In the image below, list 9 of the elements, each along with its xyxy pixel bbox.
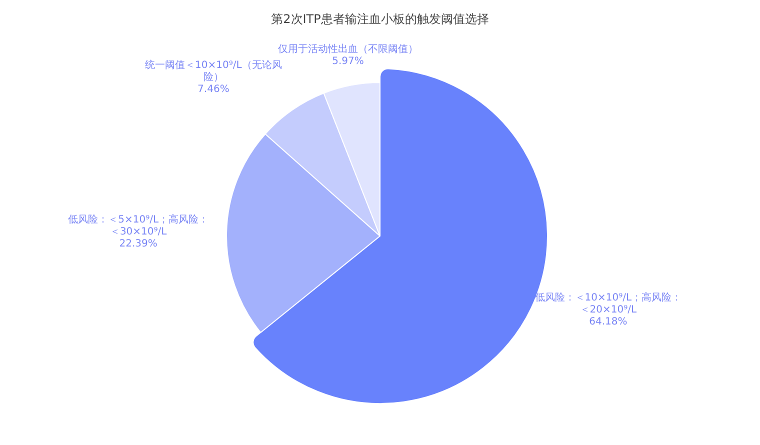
slice-label: 低风险：＜10×10⁹/L；高风险：＜20×10⁹/L (534, 291, 682, 316)
slice-label: 低风险：＜5×10⁹/L；高风险：＜30×10⁹/L (68, 214, 209, 238)
data-label: 64.18% (589, 316, 628, 328)
data-label: 5.97% (332, 56, 364, 68)
slice-label: 统一阈值＜10×10⁹/L（无论风险） (145, 58, 282, 83)
data-label: 22.39% (119, 238, 158, 250)
slice-label: 仅用于活动性出血（不限阈值） (278, 43, 418, 56)
data-label: 7.46% (198, 84, 230, 95)
chart-title: 第2次ITP患者输注血小板的触发阈值选择 (271, 12, 489, 26)
